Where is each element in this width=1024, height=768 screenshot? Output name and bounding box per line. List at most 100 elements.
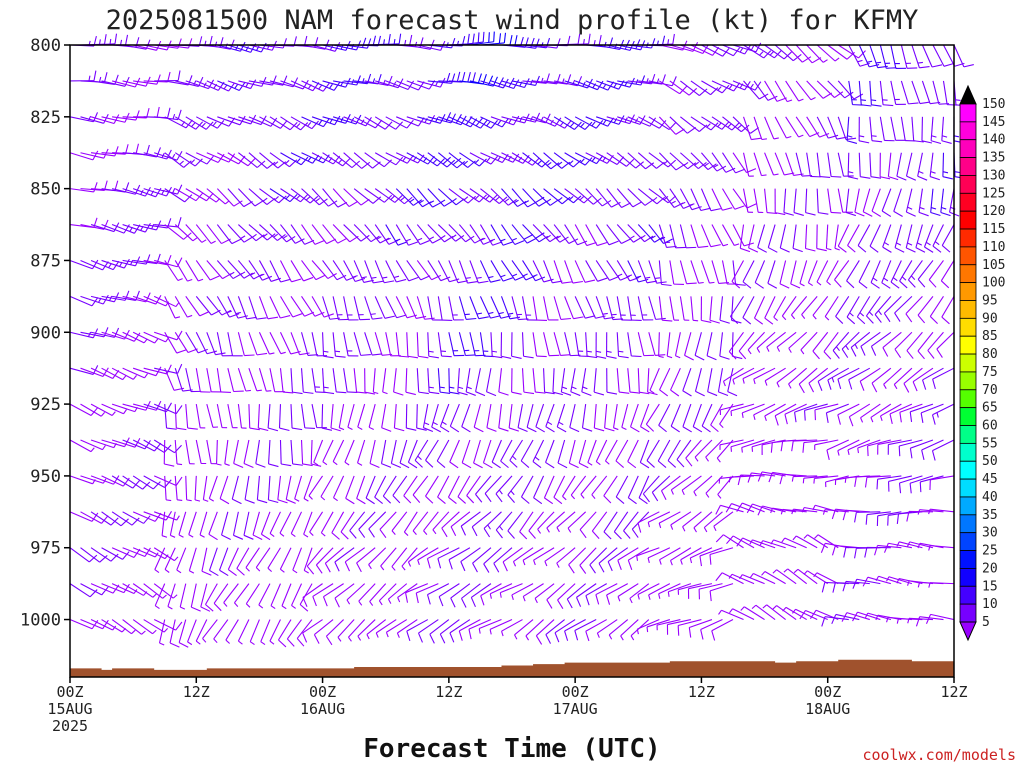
wind-barb — [638, 475, 650, 505]
wind-barb — [648, 296, 666, 320]
wind-barb — [153, 295, 180, 308]
wind-barb — [356, 475, 366, 505]
wind-barb — [490, 224, 513, 246]
wind-barb — [437, 475, 450, 504]
x-tick-label: 12Z — [183, 683, 210, 701]
wind-barb — [69, 439, 95, 453]
wind-barb — [321, 404, 333, 431]
colorbar-segment — [959, 585, 977, 605]
colorbar-bottom-arrow — [959, 621, 977, 642]
wind-barb — [709, 583, 734, 602]
wind-barb — [603, 511, 618, 540]
wind-barb — [448, 224, 475, 243]
wind-barb — [267, 404, 279, 432]
wind-barb — [520, 439, 534, 468]
wind-barb — [175, 76, 204, 87]
wind-barb — [688, 619, 713, 638]
wind-barb — [343, 152, 371, 169]
wind-barb — [930, 188, 941, 216]
wind-barb — [537, 511, 555, 534]
wind-barb — [490, 332, 503, 359]
wind-barb — [185, 296, 210, 317]
wind-barb — [290, 224, 315, 245]
wind-barb — [772, 569, 797, 585]
wind-barb — [821, 616, 849, 627]
wind-barb — [848, 367, 871, 390]
wind-barb — [69, 182, 98, 193]
wind-barb — [919, 475, 944, 493]
wind-barb — [591, 475, 608, 499]
wind-barb — [823, 331, 839, 360]
wind-barb — [221, 511, 231, 541]
x-tick-label: 18AUG — [805, 700, 850, 718]
wind-barb — [473, 403, 484, 433]
wind-barb — [881, 188, 892, 217]
wind-barb — [164, 367, 185, 391]
wind-barb — [740, 606, 765, 621]
wind-barb — [700, 224, 721, 248]
wind-barb — [215, 439, 222, 466]
wind-barb — [324, 547, 344, 573]
wind-barb — [366, 619, 387, 640]
wind-barb — [915, 224, 926, 253]
wind-barb — [879, 44, 897, 69]
colorbar-segment — [959, 442, 977, 462]
wind-barb — [700, 260, 715, 284]
wind-barb — [425, 475, 439, 504]
y-tick-label: 975 — [30, 539, 61, 559]
colorbar-label: 145 — [982, 115, 1005, 130]
wind-barb — [374, 152, 404, 166]
wind-barb — [353, 116, 383, 129]
colorbar-segment — [959, 210, 977, 230]
wind-barb — [616, 368, 630, 394]
wind-barb — [730, 439, 755, 452]
wind-barb — [385, 296, 407, 319]
wind-barb — [216, 188, 243, 207]
wind-barb — [711, 224, 729, 247]
wind-barb — [458, 332, 476, 357]
wind-barb — [748, 224, 759, 253]
wind-barb — [774, 188, 786, 216]
wind-barb — [832, 331, 850, 359]
wind-barb — [161, 511, 168, 538]
wind-barb — [185, 116, 214, 130]
wind-barb — [132, 366, 162, 377]
colorbar-label: 85 — [982, 329, 998, 344]
wind-barb — [739, 574, 765, 585]
wind-barb — [154, 583, 166, 610]
wind-barb — [320, 475, 334, 501]
wind-barb — [405, 583, 429, 603]
wind-barb — [195, 188, 221, 203]
wind-barb — [679, 188, 702, 211]
wind-barb — [143, 619, 168, 633]
wind-barb — [779, 260, 790, 289]
wind-barb — [881, 260, 892, 289]
wind-barb — [651, 475, 671, 502]
wind-barb — [553, 188, 582, 204]
wind-barb — [656, 619, 681, 631]
wind-barb — [545, 619, 565, 644]
wind-barb — [164, 260, 183, 282]
colorbar-label: 115 — [982, 222, 1005, 237]
wind-barb — [457, 368, 468, 396]
wind-barb — [694, 332, 705, 361]
wind-barb — [498, 368, 509, 396]
wind-barb — [469, 296, 489, 320]
wind-barb — [659, 367, 671, 397]
wind-barb — [174, 404, 187, 431]
wind-barb — [627, 547, 650, 570]
wind-barb — [290, 511, 303, 537]
wind-barb — [701, 80, 730, 94]
wind-barb — [680, 547, 702, 565]
wind-barb — [143, 547, 169, 560]
colorbar-segment — [959, 460, 977, 480]
x-tick-label: 12Z — [688, 683, 715, 701]
wind-barb — [674, 332, 681, 359]
wind-barb — [407, 439, 418, 469]
wind-barb — [471, 511, 492, 537]
wind-barb — [322, 224, 347, 244]
wind-barb — [727, 368, 738, 397]
wind-barb — [406, 332, 419, 359]
colorbar-segment — [959, 157, 977, 176]
wind-barb — [423, 511, 439, 535]
